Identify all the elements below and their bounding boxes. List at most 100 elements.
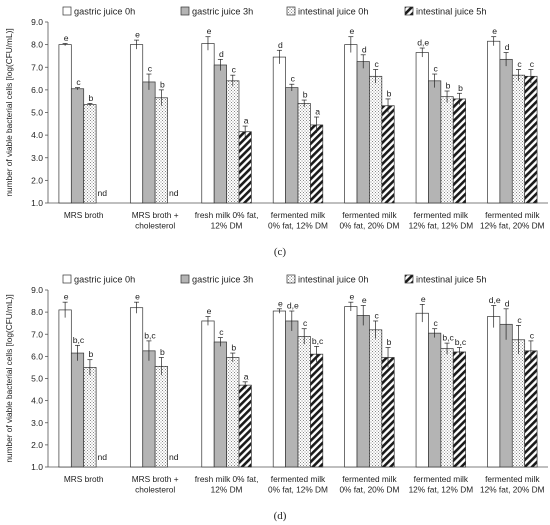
- y-tick-label: 4.0: [31, 130, 43, 140]
- significance-label: b,c: [442, 333, 454, 343]
- bar: [285, 320, 299, 468]
- y-axis-label: number of viable bacterial cells [log(CF…: [4, 28, 14, 196]
- bar: [285, 87, 299, 204]
- bar: [499, 58, 513, 204]
- significance-label: c: [219, 327, 224, 337]
- category-group: d cba: [272, 40, 324, 204]
- bar: [297, 336, 311, 468]
- category-group: ecb,c b,c: [415, 294, 467, 468]
- category-label: 0% fat, 20% DM: [339, 485, 399, 495]
- y-tick-label: 8.0: [31, 40, 43, 50]
- y-tick-label: 9.0: [31, 17, 43, 27]
- category-label: cholesterol: [135, 485, 175, 495]
- bar: [70, 88, 85, 204]
- category-label: fermented milk: [271, 210, 326, 220]
- category-group: edc c: [487, 26, 538, 204]
- significance-label: e: [362, 295, 367, 305]
- legend-swatch: [286, 6, 296, 16]
- bar: [58, 309, 72, 468]
- significance-label: c: [374, 59, 379, 69]
- not-detected-label: nd: [169, 452, 179, 462]
- legend-swatch: [180, 6, 190, 16]
- significance-label: b,c: [73, 335, 85, 345]
- bar: [272, 56, 286, 204]
- category-label: MRS broth +: [132, 474, 179, 484]
- bar: [213, 64, 227, 204]
- significance-label: e: [207, 26, 212, 36]
- bar: [452, 351, 467, 468]
- significance-label: e: [492, 26, 497, 36]
- bar: [58, 44, 72, 204]
- legend-swatch: [62, 6, 72, 16]
- bar: [356, 315, 370, 468]
- bar: [297, 103, 311, 204]
- y-tick-label: 6.0: [31, 85, 43, 95]
- significance-label: d,e: [287, 301, 299, 311]
- y-axis-label: number of viable bacterial cells [log(CF…: [4, 294, 14, 462]
- legend-entry: intestinal juice 0h: [286, 274, 368, 285]
- significance-label: c: [148, 64, 153, 74]
- legend-swatch: [404, 6, 414, 16]
- significance-label: e: [421, 294, 426, 304]
- bar: [154, 365, 168, 468]
- bar: [524, 75, 538, 204]
- category-label: fermented milk: [485, 474, 540, 484]
- category-label: 12% fat, 12% DM: [409, 485, 474, 495]
- y-tick-label: 5.0: [31, 374, 43, 384]
- significance-label: b,c: [312, 336, 324, 346]
- y-tick-label: 8.0: [31, 307, 43, 317]
- significance-label: d: [219, 49, 224, 59]
- legend-swatch: [286, 274, 296, 284]
- not-detected-label: nd: [98, 188, 108, 198]
- not-detected-label: nd: [98, 452, 108, 462]
- chart-panel: 1.0 2.0 3.0 4.0 5.0 6.0 7.0 8.0 9.0 number of via…: [4, 6, 548, 258]
- significance-label: a: [244, 371, 249, 381]
- significance-label: e: [64, 33, 69, 43]
- category-group: e ecb: [344, 292, 395, 468]
- y-tick-label: 2.0: [31, 175, 43, 185]
- significance-label: d: [505, 298, 510, 308]
- significance-label: d,e: [417, 38, 429, 48]
- category-label: fermented milk: [342, 210, 397, 220]
- y-tick-label: 2.0: [31, 440, 43, 450]
- category-group: e d,e c b,c: [272, 298, 324, 468]
- significance-label: b,c: [144, 330, 156, 340]
- category-label: 0% fat, 12% DM: [268, 221, 328, 231]
- significance-label: a: [244, 116, 249, 126]
- significance-label: b: [458, 83, 463, 93]
- category-label: fermented milk: [414, 474, 469, 484]
- chart-panel: 1.0 2.0 3.0 4.0 5.0 6.0 7.0 8.0 9.0 number of via…: [4, 274, 548, 522]
- category-label: fresh milk 0% fat,: [195, 210, 259, 220]
- bar: [381, 105, 395, 204]
- legend-entry: intestinal juice 5h: [404, 6, 486, 17]
- significance-label: e: [349, 292, 354, 302]
- significance-label: e: [64, 292, 69, 302]
- y-tick-label: 3.0: [31, 418, 43, 428]
- category-group: e b,c b nd: [129, 292, 179, 468]
- bar: [129, 307, 144, 468]
- significance-label: b: [160, 347, 165, 357]
- category-label: 12% DM: [211, 221, 243, 231]
- bar: [83, 367, 97, 468]
- panel-label: (d): [274, 510, 287, 522]
- legend-label: intestinal juice 5h: [416, 7, 486, 17]
- panel-label: (c): [274, 246, 287, 258]
- category-label: cholesterol: [135, 221, 175, 231]
- significance-label: b: [89, 349, 94, 359]
- y-tick-label: 4.0: [31, 396, 43, 406]
- bar: [344, 306, 358, 468]
- bar: [83, 104, 97, 204]
- bar: [201, 43, 215, 204]
- y-tick-label: 6.0: [31, 351, 43, 361]
- significance-label: b: [231, 343, 236, 353]
- legend-entry: gastric juice 0h: [62, 6, 135, 17]
- legend-label: intestinal juice 5h: [416, 275, 486, 285]
- legend-swatch: [62, 274, 72, 284]
- y-tick-label: 7.0: [31, 62, 43, 72]
- bar: [487, 316, 501, 468]
- bar: [428, 332, 442, 468]
- category-label: fermented milk: [342, 474, 397, 484]
- legend-entry: gastric juice 3h: [180, 275, 253, 285]
- significance-label: c: [303, 318, 308, 328]
- bar: [440, 96, 454, 204]
